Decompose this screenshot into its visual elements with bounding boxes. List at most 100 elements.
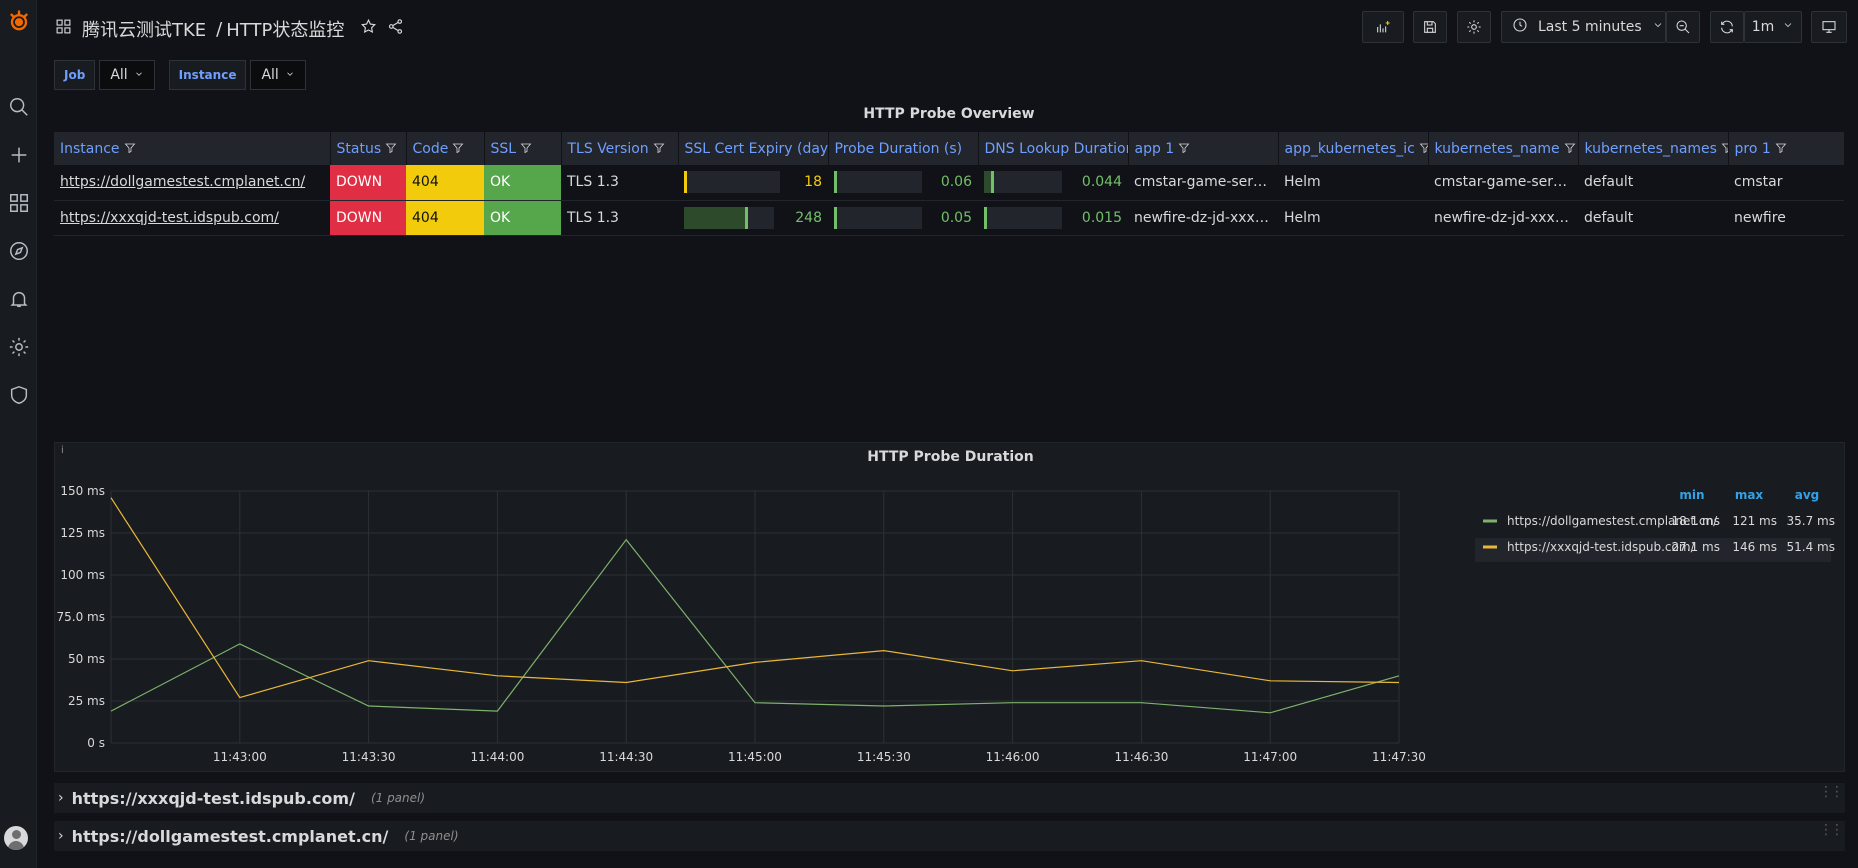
instance-cell: https://dollgamestest.cmplanet.cn/ [54, 165, 330, 201]
breadcrumb: 腾讯云测试TKE / HTTP状态监控 [55, 16, 404, 42]
share-icon[interactable] [387, 18, 404, 40]
legend-series-name: https://dollgamestest.cmplanet.cn/ [1507, 514, 1718, 528]
dashboard-settings-button[interactable] [1457, 11, 1491, 43]
column-header[interactable]: Probe Duration (s) [828, 132, 979, 165]
legend-header-max: max [1735, 488, 1764, 502]
x-tick-label: 11:43:00 [213, 750, 267, 764]
column-header-label: Probe Duration (s) [834, 140, 963, 157]
gauge-value: 0.015 [1081, 209, 1122, 226]
column-header-label: Code [412, 140, 449, 157]
app-kubernetes-cell: Helm [1278, 200, 1428, 236]
filter-icon[interactable] [1178, 142, 1190, 154]
probe-duration-cell: 0.05 [828, 200, 978, 236]
pro-cell: cmstar [1728, 165, 1844, 201]
legend-stat-value: 27.1 ms [1672, 540, 1720, 554]
tls-version-cell: TLS 1.3 [561, 165, 678, 201]
kubernetes-name-cell: cmstar-game-serve… [1428, 165, 1578, 201]
filter-icon[interactable] [1775, 142, 1787, 154]
gauge-value: 18 [804, 174, 822, 191]
chevron-down-icon [1652, 19, 1664, 35]
alerting-bell-icon[interactable] [0, 284, 37, 314]
row-title: https://dollgamestest.cmplanet.cn/ [71, 826, 389, 846]
filter-icon[interactable] [1419, 142, 1427, 154]
filter-icon[interactable] [124, 142, 136, 154]
legend-stat-value: 146 ms [1732, 540, 1777, 554]
plus-icon[interactable] [0, 140, 37, 170]
drag-handle-icon[interactable]: ⋮⋮ [1819, 784, 1844, 800]
instance-link[interactable]: https://xxxqjd-test.idspub.com/ [60, 209, 279, 226]
save-dashboard-button[interactable] [1413, 11, 1447, 43]
column-header[interactable]: TLS Version [561, 132, 679, 165]
legend-header-min: min [1679, 488, 1704, 502]
series-line-1 [110, 497, 1400, 699]
y-tick-label: 150 ms [60, 484, 105, 498]
app-kubernetes-cell: Helm [1278, 165, 1428, 201]
column-header[interactable]: Status [330, 132, 407, 165]
kubernetes-name-cell: newfire-dz-jd-xxxqjd… [1428, 200, 1578, 236]
column-header[interactable]: kubernetes_name [1428, 132, 1579, 165]
star-icon[interactable] [360, 18, 377, 40]
user-avatar[interactable] [4, 826, 28, 850]
table-panel-title[interactable]: HTTP Probe Overview [863, 106, 1035, 122]
column-header-label: Status [336, 140, 382, 157]
legend-header-avg: avg [1795, 488, 1820, 502]
variable-job-select[interactable]: All [99, 60, 155, 90]
dashboards-icon[interactable] [0, 188, 37, 218]
kubernetes-namespace-cell: default [1578, 165, 1728, 201]
filter-icon[interactable] [1721, 142, 1727, 154]
column-header[interactable]: Code [406, 132, 485, 165]
explore-compass-icon[interactable] [0, 236, 37, 266]
filter-icon[interactable] [385, 142, 397, 154]
variable-job: Job All [54, 60, 155, 90]
cycle-view-mode-button[interactable] [1811, 11, 1847, 43]
column-header[interactable]: SSL Cert Expiry (days [678, 132, 829, 165]
column-header[interactable]: DNS Lookup Duratior [978, 132, 1129, 165]
x-tick-label: 11:45:00 [728, 750, 782, 764]
configuration-gear-icon[interactable] [0, 332, 37, 362]
y-tick-label: 25 ms [68, 694, 105, 708]
row-panel-count: (1 panel) [370, 791, 426, 805]
y-tick-label: 125 ms [60, 526, 105, 540]
tls-version-cell: TLS 1.3 [561, 200, 678, 236]
dns-lookup-cell: 0.015 [978, 200, 1128, 236]
chart-panel-title[interactable]: HTTP Probe Duration [867, 449, 1034, 465]
panel-info-icon[interactable]: i [61, 445, 64, 456]
instance-link[interactable]: https://dollgamestest.cmplanet.cn/ [60, 174, 306, 191]
drag-handle-icon[interactable]: ⋮⋮ [1819, 822, 1844, 838]
dns-lookup-cell: 0.044 [978, 165, 1128, 201]
search-icon[interactable] [0, 92, 37, 122]
add-panel-button[interactable] [1362, 11, 1404, 43]
filter-icon[interactable] [653, 142, 665, 154]
column-header-label: DNS Lookup Duratior [984, 140, 1128, 157]
grafana-logo-icon[interactable] [0, 6, 37, 36]
server-admin-shield-icon[interactable] [0, 380, 37, 410]
column-header[interactable]: kubernetes_names [1578, 132, 1729, 165]
legend-row-highlight [1475, 538, 1831, 562]
chevron-down-icon [285, 67, 295, 83]
time-range-picker[interactable]: Last 5 minutes [1501, 11, 1666, 43]
collapsed-row-dollgamestest[interactable]: › https://dollgamestest.cmplanet.cn/ (1 … [54, 821, 1845, 851]
gauge-bar [684, 206, 774, 229]
column-header[interactable]: pro 1 [1728, 132, 1845, 165]
collapsed-row-xxxqjd[interactable]: › https://xxxqjd-test.idspub.com/ (1 pan… [54, 783, 1845, 813]
zoom-out-button[interactable] [1666, 11, 1700, 43]
column-header[interactable]: app 1 [1128, 132, 1279, 165]
refresh-button[interactable] [1710, 11, 1744, 43]
filter-icon[interactable] [1564, 142, 1576, 154]
ssl-cell: OK [484, 200, 561, 236]
column-header-label: app_kubernetes_ic [1284, 140, 1415, 157]
filter-icon[interactable] [520, 142, 532, 154]
variable-instance-select[interactable]: All [250, 60, 306, 90]
column-header[interactable]: SSL [484, 132, 562, 165]
refresh-interval-picker[interactable]: 1m [1744, 11, 1802, 43]
column-header[interactable]: app_kubernetes_ic [1278, 132, 1429, 165]
top-navbar: 腾讯云测试TKE / HTTP状态监控 Last 5 minutes 1m [37, 0, 1858, 54]
side-menu [0, 0, 37, 868]
probe-duration-panel: i HTTP Probe Duration 0 s 25 ms 50 ms 75.0 … [54, 442, 1845, 772]
breadcrumb-folder[interactable]: 腾讯云测试TKE [82, 20, 207, 41]
column-header[interactable]: Instance [54, 132, 331, 165]
dashboard-title[interactable]: HTTP状态监控 [226, 20, 345, 41]
column-header-label: pro 1 [1734, 140, 1771, 157]
status-cell: DOWN [330, 165, 406, 201]
filter-icon[interactable] [452, 142, 464, 154]
